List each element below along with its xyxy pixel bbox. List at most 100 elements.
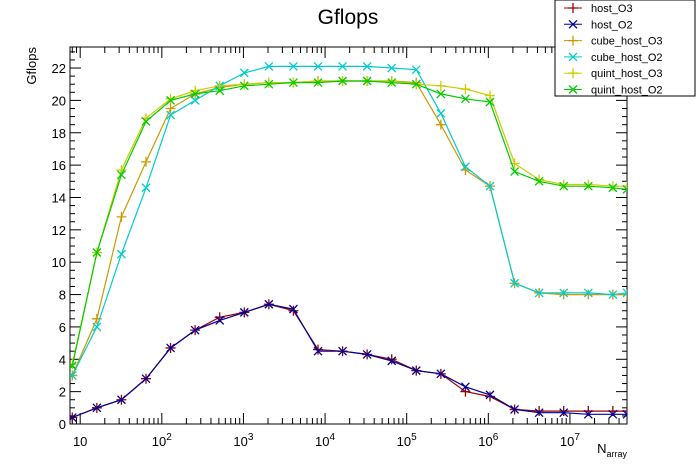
data-point-cube_host_O2 [239,68,249,78]
data-point-cube_host_O3 [141,156,152,167]
data-point-host_O2 [116,395,126,405]
x-tick-label: 10 [73,434,87,449]
x-tick-label-exponent: 2 [166,432,172,443]
data-point-quint_host_O3 [583,179,594,190]
data-point-quint_host_O3 [263,77,274,88]
x-tick-label: 104 [315,432,335,449]
x-tick-label-base: 10 [478,434,492,449]
data-point-quint_host_O2 [510,167,520,177]
data-point-cube_host_O2 [622,288,627,298]
x-tick-label: 106 [478,432,498,449]
data-point-quint_host_O2 [436,89,446,99]
data-point-quint_host_O2 [608,183,618,193]
data-point-host_O3 [288,305,299,316]
x-tick-label-base: 10 [397,434,411,449]
data-point-quint_host_O2 [190,89,200,99]
data-point-cube_host_O2 [166,110,176,120]
data-point-quint_host_O3 [460,84,471,95]
x-tick-label: 103 [233,432,253,449]
data-point-quint_host_O2 [583,181,593,191]
data-point-quint_host_O2 [387,78,397,88]
data-point-cube_host_O2 [411,65,421,75]
legend-entry-quint_host_O2: quint_host_O2 [591,85,663,97]
data-point-host_O2 [608,409,618,419]
y-tick-label: 12 [52,223,66,238]
data-point-quint_host_O3 [558,179,569,190]
data-point-host_O2 [92,403,102,413]
data-point-quint_host_O2 [411,79,421,89]
data-point-cube_host_O3 [558,289,569,300]
data-point-host_O2 [559,408,569,418]
data-point-quint_host_O2 [141,116,151,126]
data-point-quint_host_O2 [622,184,627,194]
data-point-host_O2 [436,369,446,379]
x-tick-label-base: 10 [560,434,574,449]
data-point-cube_host_O2 [190,95,200,105]
data-point-quint_host_O2 [215,86,225,96]
data-point-host_O2 [387,356,397,366]
legend: host_O3 host_O2 cube_host_O3 cube_host_O2qu… [554,0,696,97]
x-axis-label-main: N [597,441,606,456]
data-point-host_O2 [215,315,225,325]
data-point-cube_host_O2 [485,181,495,191]
data-point-host_O2 [313,346,323,356]
x-axis-label-subscript: array [606,449,627,459]
legend-box [554,0,696,97]
data-point-cube_host_O2 [460,162,470,172]
y-tick-label: 4 [59,352,66,367]
data-point-quint_host_O3 [386,75,397,86]
data-point-quint_host_O2 [534,176,544,186]
data-point-quint_host_O2 [239,81,249,91]
data-point-quint_host_O2 [362,76,372,86]
legend-entry-cube_host_O3: cube_host_O3 [591,36,663,48]
data-point-quint_host_O3 [435,80,446,91]
data-point-cube_host_O2 [534,288,544,298]
legend-entry-host_O3: host_O3 [591,3,633,15]
data-point-cube_host_O2 [559,288,569,298]
data-point-host_O3 [313,344,324,355]
data-point-quint_host_O2 [559,181,569,191]
y-tick-label: 16 [52,158,66,173]
y-tick-label: 8 [59,288,66,303]
data-point-quint_host_O2 [485,97,495,107]
data-point-cube_host_O2 [362,61,372,71]
series-host_O2 [70,299,627,422]
data-point-cube_host_O2 [313,61,323,71]
data-point-cube_host_O2 [387,63,397,73]
data-point-cube_host_O3 [583,289,594,300]
series-line-host_O2 [72,303,627,419]
data-point-quint_host_O2 [116,170,126,180]
data-point-cube_host_O2 [288,61,298,71]
x-tick-label-exponent: 4 [330,432,336,443]
data-point-quint_host_O2 [288,78,298,88]
data-point-host_O3 [460,386,471,397]
data-point-cube_host_O2 [116,249,126,259]
x-tick-label-base: 10 [315,434,329,449]
data-point-quint_host_O2 [460,94,470,104]
x-tick-label: 102 [152,432,172,449]
data-point-cube_host_O3 [622,289,627,300]
x-tick-label-exponent: 6 [493,432,499,443]
data-point-host_O2 [411,366,421,376]
x-tick-label-base: 10 [73,434,87,449]
chart-title: Gflops [318,6,379,29]
data-point-quint_host_O2 [313,78,323,88]
data-point-quint_host_O3 [313,75,324,86]
data-point-host_O2 [460,382,470,392]
y-axis-label: Gflops [24,47,39,85]
series-line-cube_host_O2 [71,65,627,376]
data-point-host_O2 [583,409,593,419]
data-point-host_O3 [386,354,397,365]
data-point-host_O2 [362,349,372,359]
y-tick-label: 14 [52,190,66,205]
data-point-host_O3 [534,406,545,417]
data-point-cube_host_O2 [70,370,77,380]
x-tick-label-exponent: 7 [574,432,580,443]
data-point-cube_host_O2 [264,61,274,71]
y-tick-label: 10 [52,255,66,270]
data-point-quint_host_O2 [166,95,176,105]
data-point-quint_host_O3 [214,80,225,91]
x-tick-label: 107 [560,432,580,449]
